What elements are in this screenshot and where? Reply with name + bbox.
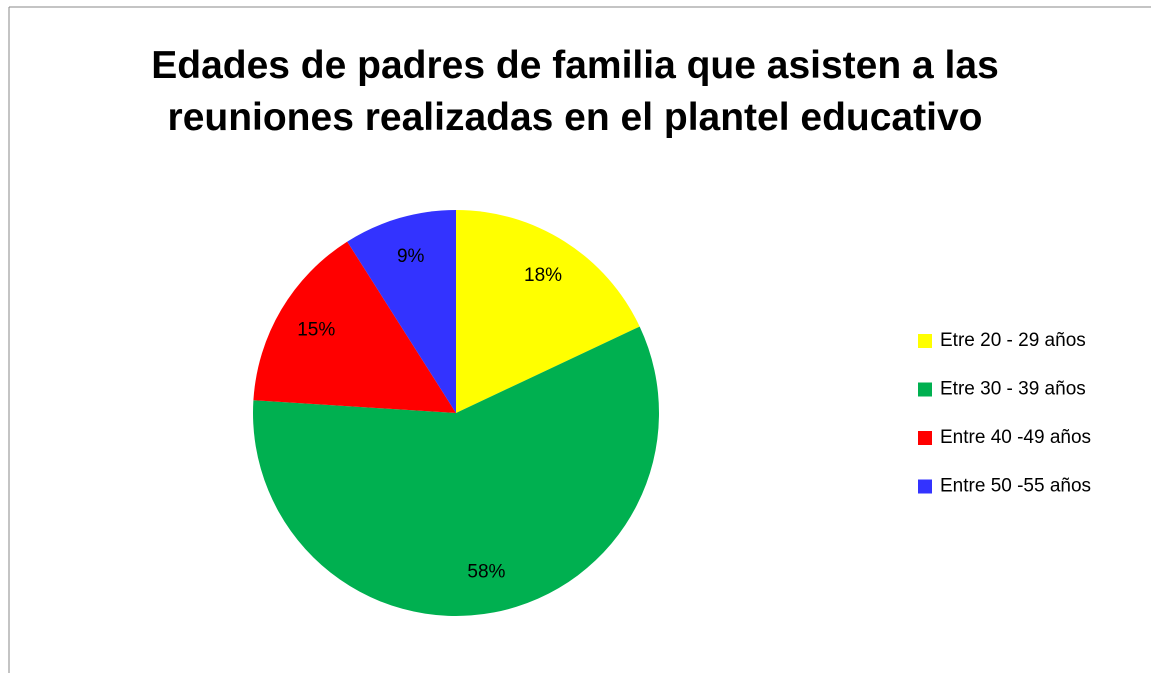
legend-label: Entre 50 -55 años [940,476,1091,497]
pie-slice [253,326,659,617]
pie-slice [347,210,456,413]
legend-label: Etre 20 - 29 años [940,330,1086,351]
chart-title: Edades de padres de familia que asisten … [151,44,999,139]
data-label: 18% [524,265,562,286]
legend-swatch [918,479,932,494]
data-label: 58% [467,562,505,583]
legend-swatch [918,382,932,397]
legend-label: Entre 40 -49 años [940,427,1091,448]
data-label: 9% [397,246,425,267]
pie-slice [456,210,640,413]
legend-swatch [918,334,932,348]
legend-swatch [918,431,932,445]
pie-slice [253,241,456,413]
data-label: 15% [297,319,335,340]
legend-label: Etre 30 - 39 años [940,379,1086,400]
